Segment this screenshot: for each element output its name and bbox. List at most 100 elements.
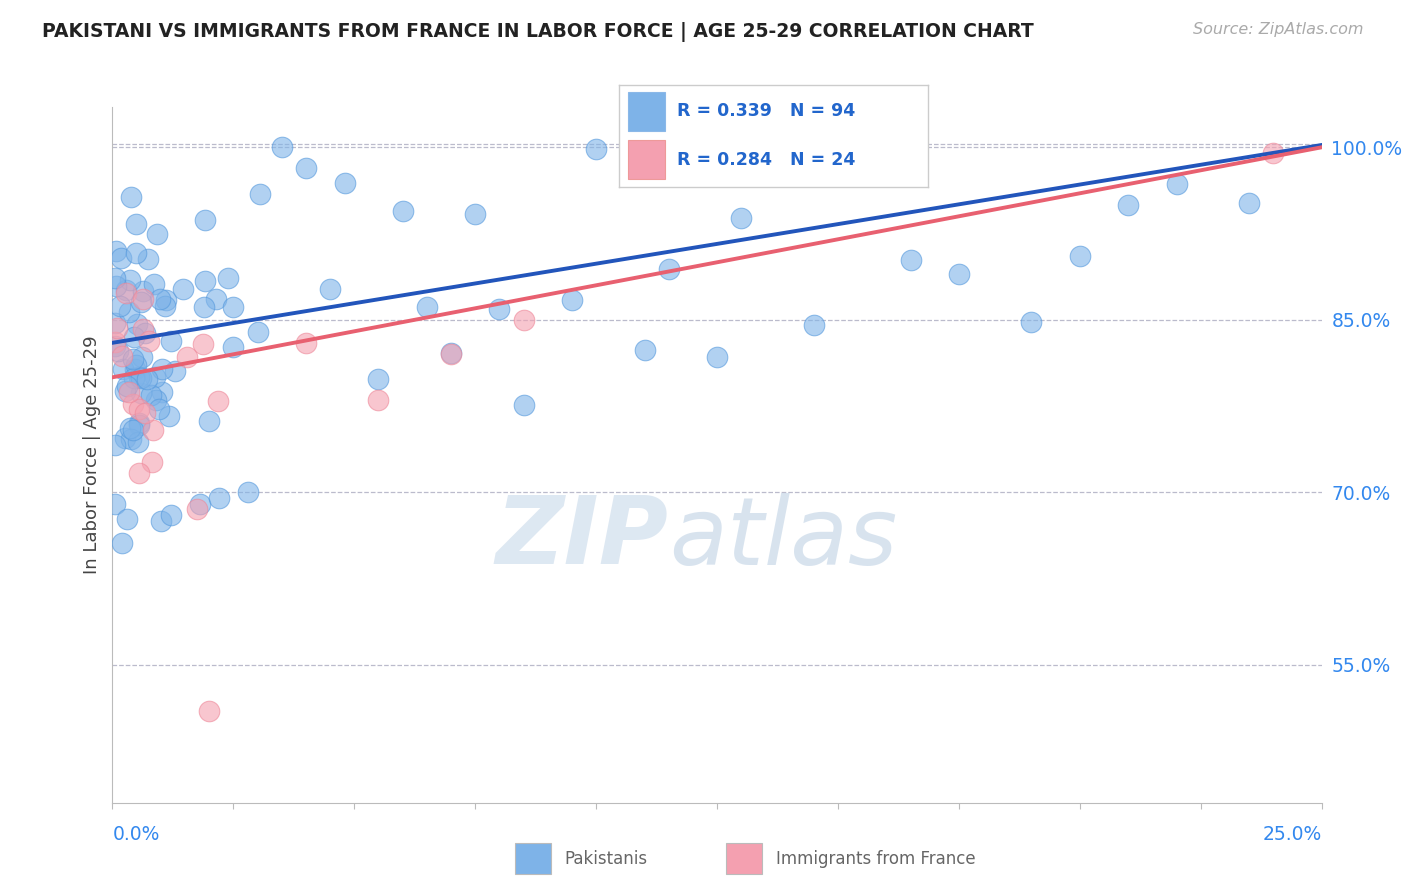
Text: R = 0.339   N = 94: R = 0.339 N = 94 — [678, 103, 856, 120]
Point — [207, 393, 229, 408]
Point — [122, 423, 145, 437]
Point — [111, 349, 134, 363]
Point — [193, 300, 215, 314]
Point — [236, 485, 259, 500]
Point — [148, 401, 170, 416]
Point — [160, 334, 183, 348]
Point — [105, 321, 128, 335]
Point — [186, 502, 208, 516]
Bar — [515, 843, 551, 874]
Point — [120, 189, 142, 203]
Point — [295, 161, 318, 176]
Point — [134, 406, 156, 420]
Point — [141, 387, 163, 401]
Point — [142, 277, 165, 291]
Point — [132, 293, 155, 307]
Point — [633, 343, 655, 358]
Point — [512, 398, 534, 412]
Point — [440, 346, 463, 360]
Point — [295, 335, 318, 350]
Point — [104, 244, 127, 258]
Point — [208, 491, 231, 505]
Point — [706, 350, 728, 364]
Point — [146, 227, 169, 241]
Point — [391, 203, 413, 218]
Point — [104, 270, 127, 285]
Text: Source: ZipAtlas.com: Source: ZipAtlas.com — [1194, 22, 1364, 37]
Point — [129, 294, 152, 309]
Point — [198, 704, 221, 718]
Point — [122, 371, 145, 385]
Point — [132, 284, 155, 298]
Point — [948, 268, 970, 282]
Point — [127, 435, 149, 450]
Point — [155, 293, 177, 307]
Point — [114, 283, 136, 297]
Point — [107, 343, 129, 358]
Point — [165, 364, 187, 378]
Point — [136, 252, 159, 266]
Point — [128, 369, 150, 384]
Point — [128, 467, 150, 481]
Point — [108, 299, 131, 313]
Point — [218, 271, 240, 285]
Point — [125, 245, 148, 260]
Point — [115, 286, 138, 301]
Point — [191, 336, 214, 351]
Point — [249, 186, 271, 201]
Text: Pakistanis: Pakistanis — [564, 849, 647, 868]
Point — [111, 535, 134, 549]
Point — [1021, 314, 1043, 328]
Point — [122, 329, 145, 343]
Point — [128, 402, 150, 417]
Point — [1166, 177, 1188, 191]
Point — [118, 304, 141, 318]
Point — [129, 386, 152, 401]
Point — [222, 300, 245, 314]
Point — [104, 317, 127, 331]
Point — [367, 372, 389, 386]
Point — [104, 498, 127, 512]
Point — [138, 334, 160, 348]
Text: 0.0%: 0.0% — [112, 825, 160, 844]
Point — [131, 350, 153, 364]
Point — [136, 372, 159, 386]
Point — [128, 416, 150, 430]
Point — [159, 508, 181, 523]
Point — [1263, 146, 1285, 161]
Point — [172, 282, 194, 296]
Point — [134, 326, 156, 340]
Point — [125, 358, 148, 372]
Y-axis label: In Labor Force | Age 25-29: In Labor Force | Age 25-29 — [83, 335, 101, 574]
Point — [512, 313, 534, 327]
Point — [1237, 195, 1260, 210]
Point — [142, 423, 165, 437]
Text: R = 0.284   N = 24: R = 0.284 N = 24 — [678, 151, 856, 169]
Bar — [628, 140, 665, 179]
Point — [851, 140, 873, 154]
Point — [110, 251, 132, 265]
Text: PAKISTANI VS IMMIGRANTS FROM FRANCE IN LABOR FORCE | AGE 25-29 CORRELATION CHART: PAKISTANI VS IMMIGRANTS FROM FRANCE IN L… — [42, 22, 1033, 42]
Point — [367, 393, 389, 408]
Text: Immigrants from France: Immigrants from France — [776, 849, 976, 868]
Point — [104, 437, 127, 451]
Point — [194, 213, 217, 227]
Point — [440, 347, 463, 361]
Point — [730, 211, 752, 225]
Point — [416, 300, 439, 314]
Point — [122, 352, 145, 367]
Point — [1116, 198, 1139, 212]
Point — [319, 282, 342, 296]
Point — [270, 140, 292, 154]
Point — [222, 340, 245, 354]
Point — [125, 317, 148, 331]
Bar — [725, 843, 762, 874]
Point — [464, 207, 486, 221]
Point — [120, 421, 142, 435]
Point — [143, 369, 166, 384]
Point — [157, 409, 180, 424]
Point — [1069, 249, 1091, 263]
Point — [115, 512, 138, 526]
Point — [120, 432, 142, 446]
Text: atlas: atlas — [669, 493, 897, 584]
